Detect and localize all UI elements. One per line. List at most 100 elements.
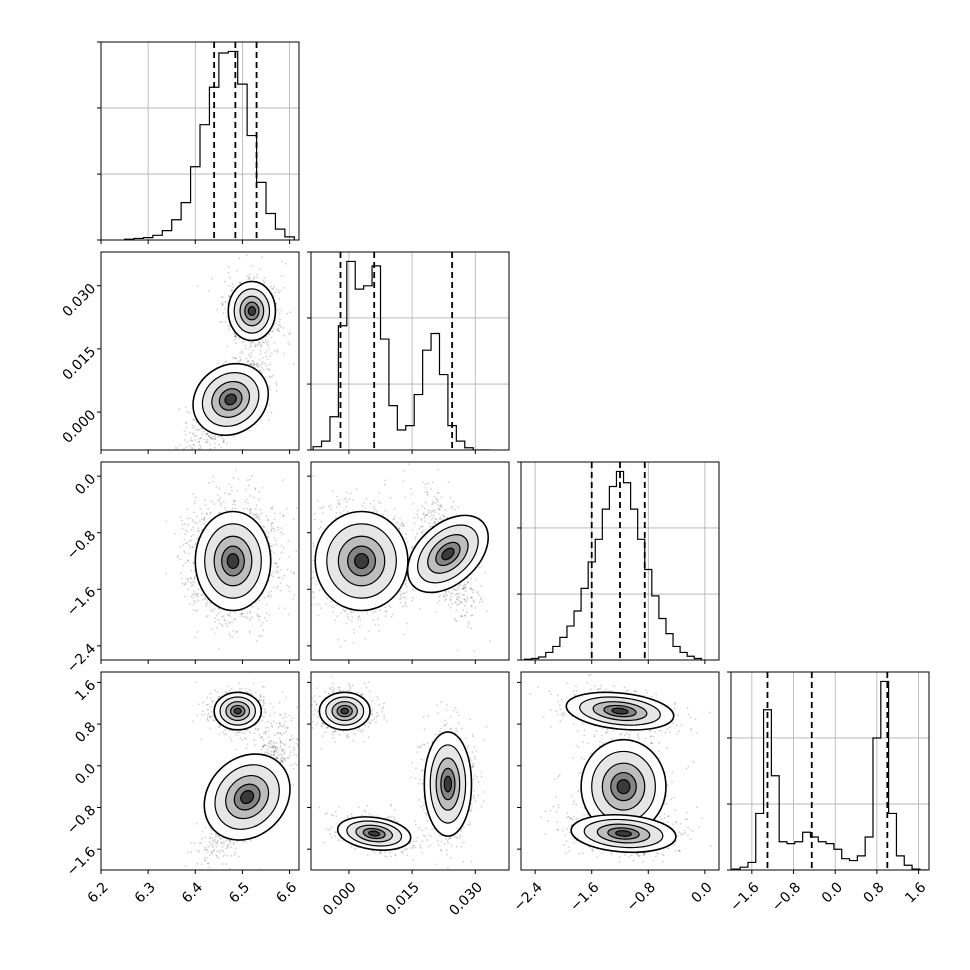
sample-point: [272, 287, 275, 290]
sample-point: [270, 590, 273, 592]
sample-point: [234, 357, 237, 360]
sample-point: [230, 290, 233, 292]
sample-point: [249, 354, 252, 357]
sample-point: [217, 619, 220, 621]
sample-point: [404, 601, 407, 604]
sample-point: [268, 419, 270, 422]
sample-point: [205, 615, 208, 618]
sample-point: [280, 275, 283, 278]
sample-point: [278, 318, 281, 321]
sample-point: [303, 600, 305, 602]
sample-point: [194, 542, 197, 545]
sample-point: [241, 612, 244, 615]
sample-point: [191, 433, 194, 435]
sample-point: [216, 614, 218, 617]
sample-point: [388, 604, 391, 607]
sample-point: [206, 463, 208, 465]
sample-point: [402, 480, 405, 483]
sample-point: [244, 347, 247, 350]
sample-point: [192, 465, 194, 467]
sample-point: [253, 496, 255, 499]
panel-frame: [100, 461, 300, 661]
sample-point: [229, 615, 232, 617]
sample-point: [383, 483, 386, 486]
sample-point: [242, 615, 245, 618]
sample-point: [405, 605, 408, 608]
sample-point: [221, 304, 224, 307]
sample-point: [269, 285, 272, 288]
sample-point: [273, 552, 276, 555]
sample-point: [452, 500, 455, 503]
sample-point: [318, 589, 321, 592]
sample-point: [405, 585, 408, 588]
sample-point: [261, 356, 264, 359]
sample-point: [251, 616, 254, 619]
sample-point: [302, 513, 304, 515]
sample-point: [280, 309, 283, 312]
sample-point: [221, 303, 224, 306]
sample-point: [195, 592, 198, 595]
sample-point: [270, 336, 273, 339]
sample-point: [181, 523, 184, 526]
sample-point: [255, 613, 258, 616]
sample-point: [272, 327, 275, 330]
sample-point: [278, 324, 281, 327]
sample-point: [252, 278, 255, 280]
sample-point: [256, 515, 259, 518]
sample-point: [267, 344, 270, 347]
sample-point: [289, 498, 291, 500]
sample-point: [238, 337, 241, 340]
histogram-steps: [312, 260, 491, 450]
sample-point: [262, 629, 265, 632]
sample-point: [455, 600, 457, 603]
sample-point: [241, 350, 244, 352]
sample-point: [260, 371, 263, 374]
sample-point: [303, 533, 305, 535]
sample-point: [197, 441, 200, 443]
sample-point: [185, 446, 188, 449]
sample-point: [295, 550, 298, 553]
sample-point: [184, 406, 187, 408]
sample-point: [227, 265, 230, 268]
sample-point: [258, 341, 260, 344]
sample-point: [193, 511, 195, 514]
sample-point: [180, 457, 182, 459]
sample-point: [216, 626, 219, 629]
sample-point: [384, 606, 387, 609]
sample-point: [438, 518, 441, 520]
sample-point: [248, 429, 251, 432]
sample-point: [191, 458, 193, 460]
histogram-steps: [123, 50, 295, 240]
sample-point: [382, 457, 384, 459]
sample-point: [273, 350, 276, 352]
sample-point: [392, 518, 395, 521]
sample-point: [223, 438, 226, 441]
sample-point: [357, 616, 360, 618]
sample-point: [229, 612, 231, 615]
sample-point: [193, 502, 196, 505]
sample-point: [350, 610, 353, 613]
sample-point: [271, 330, 274, 333]
sample-point: [218, 321, 221, 324]
sample-point: [262, 360, 264, 363]
sample-point: [214, 437, 217, 440]
sample-point: [180, 572, 182, 575]
sample-point: [313, 596, 316, 599]
sample-point: [205, 512, 208, 515]
sample-point: [231, 636, 234, 639]
sample-point: [193, 569, 196, 572]
sample-point: [440, 506, 443, 509]
sample-point: [402, 605, 404, 608]
sample-point: [270, 525, 273, 528]
sample-point: [479, 584, 482, 587]
sample-point: [411, 599, 414, 602]
sample-point: [406, 541, 409, 543]
sample-point: [181, 527, 184, 530]
sample-point: [259, 349, 262, 352]
sample-point: [278, 312, 281, 315]
sample-point: [250, 352, 253, 355]
sample-point: [184, 595, 187, 598]
sample-point: [207, 435, 210, 437]
sample-point: [317, 614, 320, 617]
sample-point: [209, 437, 212, 440]
